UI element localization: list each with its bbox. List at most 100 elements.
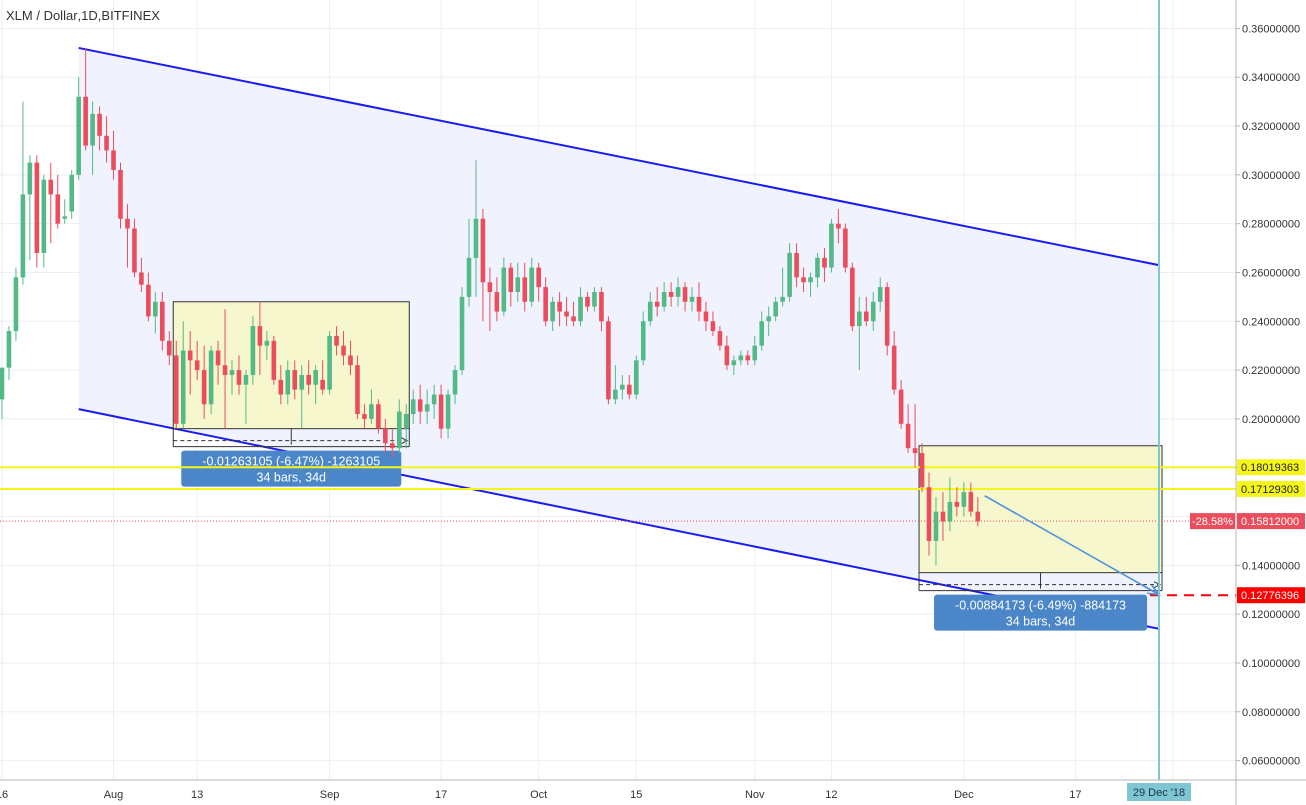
candles	[0, 47, 981, 566]
candle-body	[668, 291, 674, 297]
candle-body	[369, 404, 374, 419]
candle-body	[801, 277, 806, 283]
price-tag-level-bg	[1237, 459, 1305, 476]
channel-upper-line	[78, 46, 1160, 267]
date-range-arrow	[401, 437, 409, 445]
candle-body	[870, 301, 876, 322]
candle-body	[592, 291, 597, 307]
candle-body	[675, 287, 681, 297]
y-tick-label: 0.12000000	[1242, 609, 1300, 621]
candle-body	[550, 301, 555, 322]
candle-body	[173, 355, 179, 424]
candle-body	[599, 291, 604, 322]
candle-body	[578, 296, 583, 322]
candle-body	[654, 301, 660, 307]
candle-body	[292, 370, 298, 390]
y-tick-label: 0.06000000	[1242, 756, 1300, 768]
candle-body	[215, 350, 221, 366]
candle-body	[431, 394, 437, 405]
candle-body	[564, 311, 569, 317]
y-tick-label: 0.30000000	[1242, 170, 1300, 182]
candle-body	[822, 257, 827, 268]
x-tick-label: 13	[191, 789, 203, 801]
candle-body	[926, 487, 932, 541]
candle-body	[104, 135, 109, 151]
candle-body	[487, 282, 493, 292]
candle-body	[118, 169, 123, 219]
candle-body	[41, 179, 47, 253]
title-sep-2: ,	[97, 8, 102, 23]
candle-body	[863, 311, 869, 322]
candle-body	[501, 267, 507, 312]
channel-lower-line	[78, 408, 1160, 630]
candle-body	[808, 277, 813, 283]
candle-body	[299, 374, 305, 390]
date-range-label-line1: -0.00884173 (-6.49%) -884173	[955, 599, 1126, 613]
chart-title: XLM / Dollar, 1D, BITFINEX	[6, 8, 160, 23]
x-tick-label: Nov	[745, 789, 765, 801]
candle-body	[473, 218, 479, 258]
channel	[78, 46, 1160, 630]
x-tick-label: 15	[630, 789, 642, 801]
candle-body	[947, 501, 953, 522]
vertical-marker-label: 29 Dec '18	[1133, 787, 1185, 799]
candle-body	[341, 345, 346, 356]
candle-body	[536, 267, 541, 288]
candle-body	[843, 228, 848, 268]
x-tick-label: 12	[825, 789, 837, 801]
title-sep-1: ,	[77, 8, 82, 23]
y-tick-label: 0.32000000	[1242, 121, 1300, 133]
candle-body	[515, 277, 521, 292]
candle-body	[933, 511, 939, 541]
candle-body	[850, 267, 855, 327]
y-tick-label: 0.26000000	[1242, 267, 1300, 279]
candle-body	[236, 370, 242, 385]
candle-body	[83, 96, 88, 146]
candle-body	[76, 96, 81, 175]
x-tick-label: Aug	[104, 789, 124, 801]
candle-body	[717, 331, 723, 346]
price-tag-target-bg	[1237, 587, 1305, 604]
candle-body	[306, 374, 311, 385]
candle-body	[271, 340, 277, 380]
candle-body	[912, 448, 918, 454]
date-range-label-line2: 34 bars, 34d	[1006, 615, 1076, 629]
candle-body	[738, 355, 744, 361]
candle-body	[898, 389, 904, 424]
candle-body	[48, 179, 54, 195]
candle-body	[313, 370, 318, 385]
candle-body	[383, 428, 388, 444]
candle-body	[557, 301, 562, 312]
candle-body	[857, 311, 862, 327]
candle-body	[780, 296, 785, 302]
candle-body	[787, 252, 792, 297]
candle-body	[334, 335, 339, 346]
candle-body	[438, 394, 444, 429]
price-tag-level: 0.17129303	[1241, 484, 1299, 496]
candle-body	[187, 350, 193, 361]
y-tick-label: 0.34000000	[1242, 72, 1300, 84]
candle-body	[278, 379, 284, 395]
candle-body	[146, 284, 151, 317]
candle-body	[208, 350, 214, 405]
candle-body	[20, 194, 26, 278]
candle-body	[264, 340, 270, 346]
candle-body	[257, 326, 263, 346]
date-range-label-line2: 34 bars, 34d	[257, 471, 327, 485]
price-tag-target: 0.12776396	[1241, 590, 1299, 602]
change-badge: -28.58%	[1192, 516, 1233, 528]
y-tick-label: 0.14000000	[1242, 560, 1300, 572]
candle-body	[452, 370, 458, 395]
price-tag-current-bg	[1237, 513, 1305, 530]
candle-body	[348, 355, 353, 366]
candle-body	[759, 321, 765, 346]
x-tick-label: Sep	[320, 789, 340, 801]
candle-body	[459, 296, 465, 371]
date-range-box	[172, 301, 410, 430]
candle-body	[34, 162, 40, 253]
candle-body	[766, 316, 771, 322]
candle-body	[180, 350, 186, 424]
candle-body	[710, 321, 716, 332]
